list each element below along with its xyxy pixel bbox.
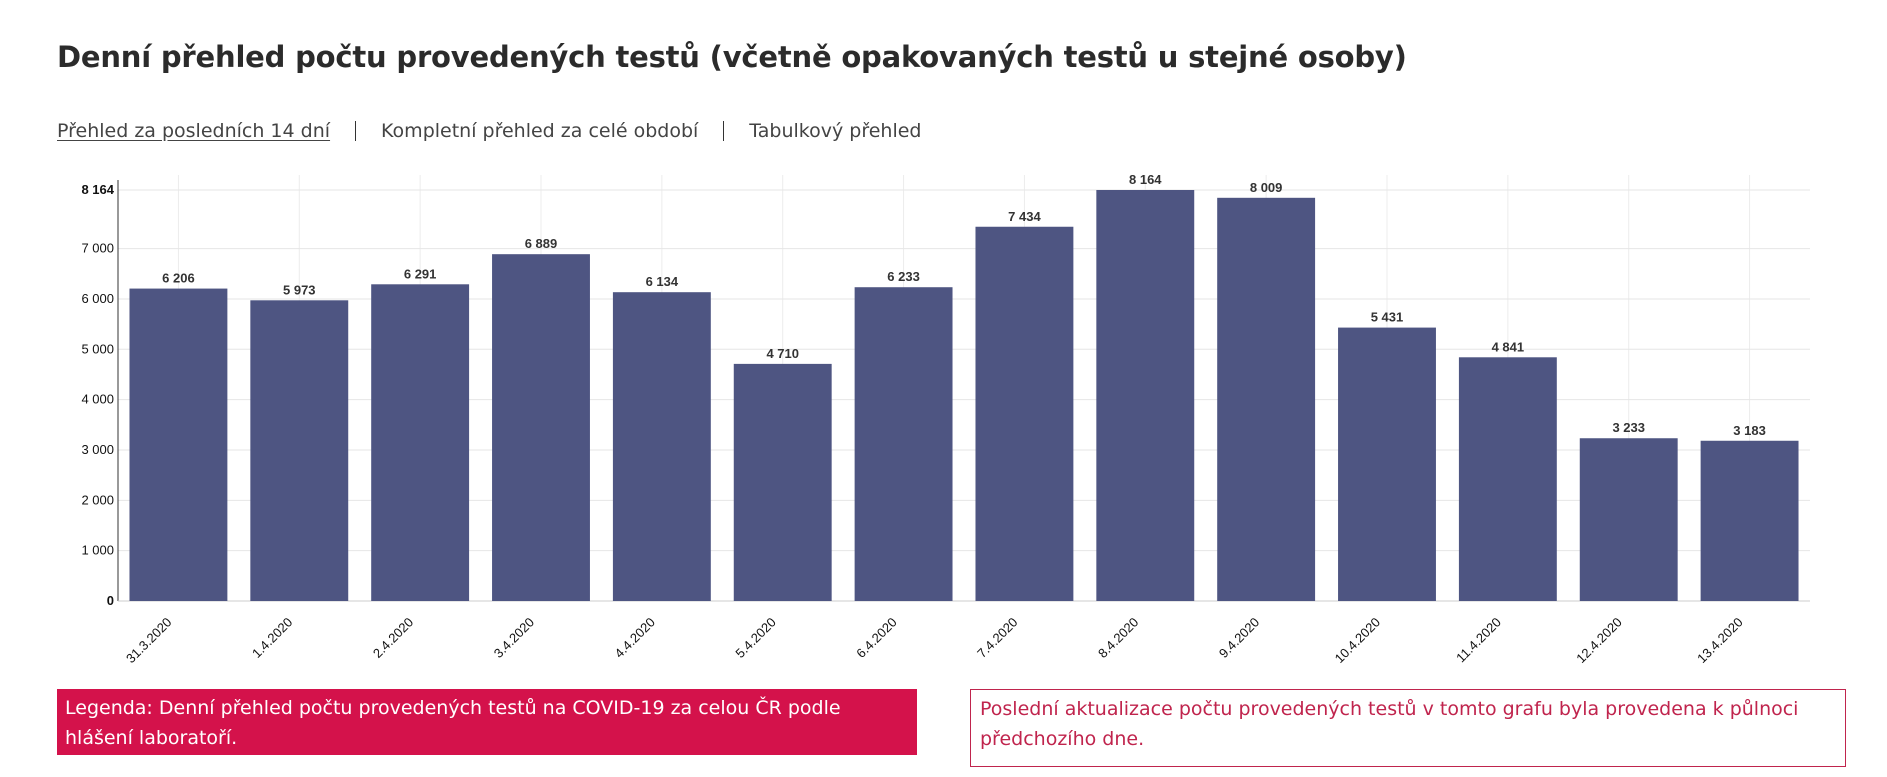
x-tick-label: 2.4.2020: [370, 615, 416, 661]
daily-tests-chart: 0 1 000 2 000 3 000 4 000 5 000 6 000 7 000 8 16…: [81, 172, 1810, 667]
bar-3.4.2020: [492, 254, 590, 601]
value-label: 3 183: [1733, 423, 1766, 438]
value-label: 6 889: [525, 236, 558, 251]
y-tick-label: 2 000: [81, 492, 114, 507]
x-tick-label: 13.4.2020: [1694, 615, 1746, 667]
y-tick-label: 3 000: [81, 442, 114, 457]
value-label: 3 233: [1612, 420, 1645, 435]
tab-last-14-days[interactable]: Přehled za posledních 14 dní: [57, 120, 331, 142]
bar-9.4.2020: [1217, 197, 1316, 601]
y-tick-label: 5 000: [81, 341, 114, 356]
y-tick-label: 8 164: [81, 182, 114, 197]
x-tick-label: 12.4.2020: [1573, 615, 1625, 667]
tab-separator: [355, 121, 357, 141]
value-label: 4 841: [1492, 339, 1525, 354]
tab-table-view[interactable]: Tabulkový přehled: [749, 120, 922, 142]
x-tick-label: 6.4.2020: [853, 615, 899, 661]
y-tick-label: 6 000: [81, 291, 114, 306]
y-tick-label: 0: [107, 593, 114, 608]
bar-13.4.2020: [1700, 440, 1799, 601]
value-label: 6 233: [887, 269, 920, 284]
value-label: 8 009: [1250, 180, 1283, 195]
bar-12.4.2020: [1579, 438, 1678, 601]
value-label: 5 973: [283, 282, 316, 297]
x-tick-label: 11.4.2020: [1453, 615, 1504, 666]
value-label: 4 710: [766, 346, 799, 361]
value-label: 5 431: [1371, 310, 1404, 325]
bar-31.3.2020: [129, 288, 228, 601]
update-note: Poslední aktualizace počtu provedených t…: [970, 689, 1846, 767]
bar-2.4.2020: [371, 284, 470, 601]
page-title: Denní přehled počtu provedených testů (v…: [57, 40, 1407, 74]
bar-11.4.2020: [1458, 357, 1557, 601]
x-tick-label: 1.4.2020: [249, 615, 295, 661]
y-tick-label: 1 000: [81, 543, 114, 558]
bar-7.4.2020: [975, 226, 1074, 601]
x-tick-label: 7.4.2020: [974, 615, 1020, 661]
x-tick-label: 8.4.2020: [1095, 615, 1141, 661]
bar-5.4.2020: [733, 363, 832, 601]
value-label: 6 206: [162, 271, 195, 286]
x-tick-label: 4.4.2020: [612, 615, 658, 661]
y-tick-label: 4 000: [81, 392, 114, 407]
bar-6.4.2020: [854, 287, 953, 601]
bar-4.4.2020: [612, 292, 711, 601]
legend-box: Legenda: Denní přehled počtu provedených…: [57, 689, 917, 755]
legend-text: Legenda: Denní přehled počtu provedených…: [65, 697, 841, 749]
view-tabs: Přehled za posledních 14 dní Kompletní p…: [57, 120, 921, 142]
value-label: 6 134: [646, 274, 679, 289]
tab-separator: [723, 121, 725, 141]
x-tick-label: 5.4.2020: [732, 615, 778, 661]
value-label: 8 164: [1129, 172, 1162, 187]
value-label: 6 291: [404, 266, 437, 281]
value-label: 7 434: [1008, 209, 1041, 224]
x-tick-label: 31.3.2020: [123, 615, 175, 667]
x-tick-label: 3.4.2020: [491, 615, 537, 661]
x-tick-label: 9.4.2020: [1216, 615, 1262, 661]
bar-10.4.2020: [1338, 327, 1436, 601]
bar-8.4.2020: [1096, 190, 1195, 601]
bar-1.4.2020: [250, 300, 349, 601]
update-note-text: Poslední aktualizace počtu provedených t…: [980, 698, 1799, 750]
y-tick-label: 7 000: [81, 241, 114, 256]
x-tick-label: 10.4.2020: [1332, 615, 1384, 667]
tab-full-period[interactable]: Kompletní přehled za celé období: [381, 120, 699, 142]
